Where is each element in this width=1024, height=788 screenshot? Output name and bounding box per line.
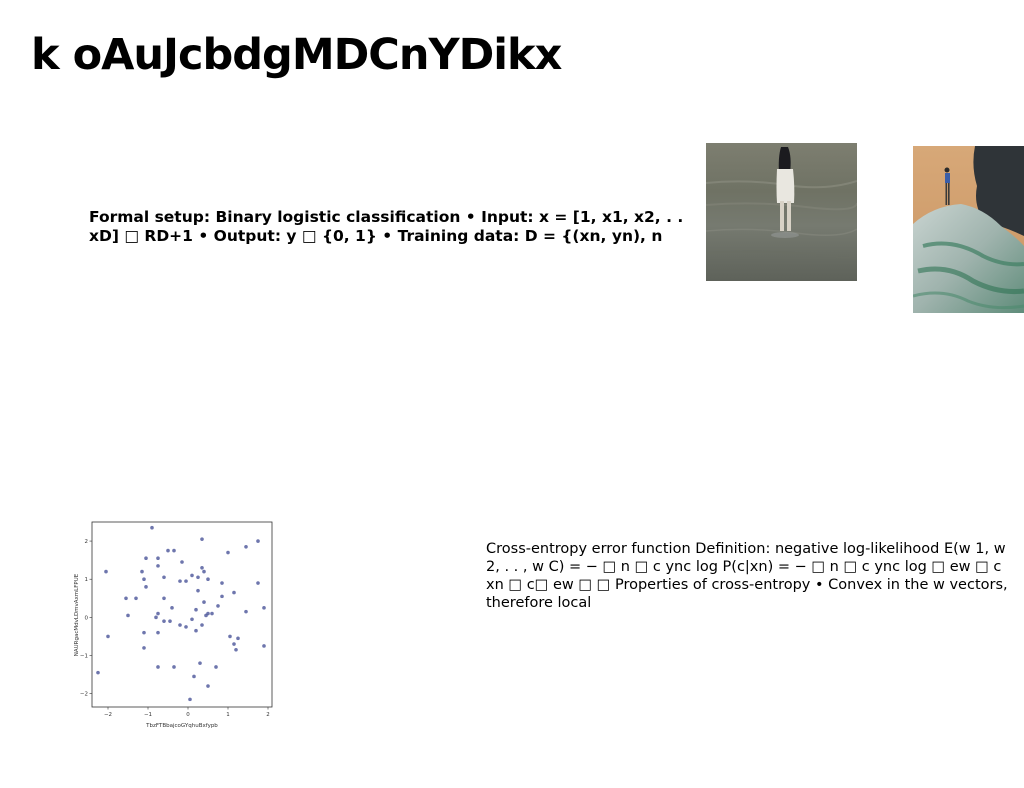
scatter-point — [178, 579, 182, 583]
scatter-point — [156, 665, 160, 669]
scatter-point — [236, 636, 240, 641]
scatter-point — [104, 569, 108, 574]
scatter-point — [180, 560, 184, 564]
scatter-point — [142, 646, 146, 650]
x-tick-label: 2 — [266, 712, 270, 718]
scatter-point — [228, 634, 232, 639]
y-tick-label: 0 — [85, 615, 89, 621]
scatter-point — [162, 619, 166, 623]
scatter-point — [184, 625, 188, 629]
scatter-point — [244, 609, 248, 614]
cross-entropy-text: Cross-entropy error function Definition:… — [486, 541, 1008, 611]
scatter-point — [196, 575, 200, 580]
scatter-point — [190, 617, 194, 622]
scatter-point — [172, 665, 176, 669]
scatter-point — [214, 665, 218, 669]
y-axis-label: NAURgacMdvLDmvAxmLFPUE — [74, 573, 80, 656]
x-axis-ticks: −2 −1 0 1 2 — [104, 707, 270, 718]
scatter-point — [200, 565, 204, 570]
scatter-point — [256, 581, 260, 585]
scatter-point — [194, 607, 198, 612]
scatter-point — [126, 613, 130, 618]
scatter-point — [206, 684, 210, 688]
scatter-point — [220, 594, 224, 599]
scatter-point — [134, 596, 138, 601]
scatter-point — [234, 647, 238, 652]
scatter-point — [198, 661, 202, 665]
scatter-point — [200, 623, 204, 627]
x-axis-label: TbzFTBbajcoGYqhuBxfypb — [145, 723, 218, 729]
scatter-point — [206, 611, 210, 616]
scatter-point — [184, 579, 188, 583]
scatter-point — [144, 556, 148, 561]
y-tick-label: −1 — [80, 654, 88, 660]
scatter-point — [162, 596, 166, 601]
scatter-point — [262, 606, 266, 610]
x-tick-label: 0 — [186, 712, 190, 718]
scatter-point — [156, 564, 160, 568]
y-tick-label: −2 — [80, 692, 88, 698]
scatter-point — [144, 585, 148, 589]
scatter-point — [162, 575, 166, 580]
y-tick-label: 2 — [85, 539, 89, 545]
data-points — [96, 525, 266, 702]
scatter-point — [188, 697, 192, 702]
scatter-point — [154, 615, 158, 620]
scatter-point — [142, 630, 146, 635]
scatter-point — [170, 606, 174, 610]
scatter-point — [156, 556, 160, 561]
scatter-point — [166, 548, 170, 553]
scatter-point — [232, 590, 236, 595]
scatter-point — [150, 525, 154, 530]
scatter-point — [96, 670, 100, 675]
scatter-point — [142, 577, 146, 582]
scatter-point — [262, 644, 266, 648]
scatter-point — [220, 581, 224, 585]
x-tick-label: −2 — [104, 712, 112, 718]
x-tick-label: −1 — [144, 712, 152, 718]
scatter-point — [168, 619, 172, 623]
scatter-point — [256, 539, 260, 543]
scatter-point — [202, 569, 206, 574]
scatter-plot-svg: −2 −1 0 1 2 −2 −1 0 1 2 TbzFTBbajcoGYqhuBxfypb N… — [74, 521, 273, 729]
scatter-point — [140, 569, 144, 574]
scatter-point — [244, 544, 248, 549]
scatter-point — [196, 588, 200, 593]
scatter-point — [178, 623, 182, 627]
person-on-rock-photo — [913, 146, 1024, 313]
scatter-point — [226, 550, 230, 555]
scatter-plot: −2 −1 0 1 2 −2 −1 0 1 2 TbzFTBbajcoGYqhuBxfypb N… — [70, 515, 280, 735]
scatter-point — [192, 674, 196, 679]
y-axis-ticks: −2 −1 0 1 2 — [80, 539, 92, 698]
scatter-point — [206, 577, 210, 582]
scatter-point — [156, 630, 160, 635]
scatter-point — [156, 611, 160, 616]
x-tick-label: 1 — [226, 712, 230, 718]
slide-title: k oAuJcbdgMDCnYDikx — [31, 30, 562, 80]
scatter-point — [210, 611, 214, 616]
scatter-point — [202, 600, 206, 604]
scatter-point — [216, 604, 220, 608]
scatter-point — [194, 628, 198, 633]
plot-frame — [91, 521, 273, 708]
woman-in-water-photo — [706, 143, 857, 281]
scatter-point — [200, 537, 204, 541]
logistic-setup-text: Formal setup: Binary logistic classifica… — [89, 208, 684, 245]
scatter-point — [106, 634, 110, 639]
scatter-point — [232, 642, 236, 646]
scatter-point — [124, 596, 128, 601]
scatter-point — [190, 573, 194, 578]
scatter-point — [172, 548, 176, 553]
y-tick-label: 1 — [85, 577, 89, 583]
